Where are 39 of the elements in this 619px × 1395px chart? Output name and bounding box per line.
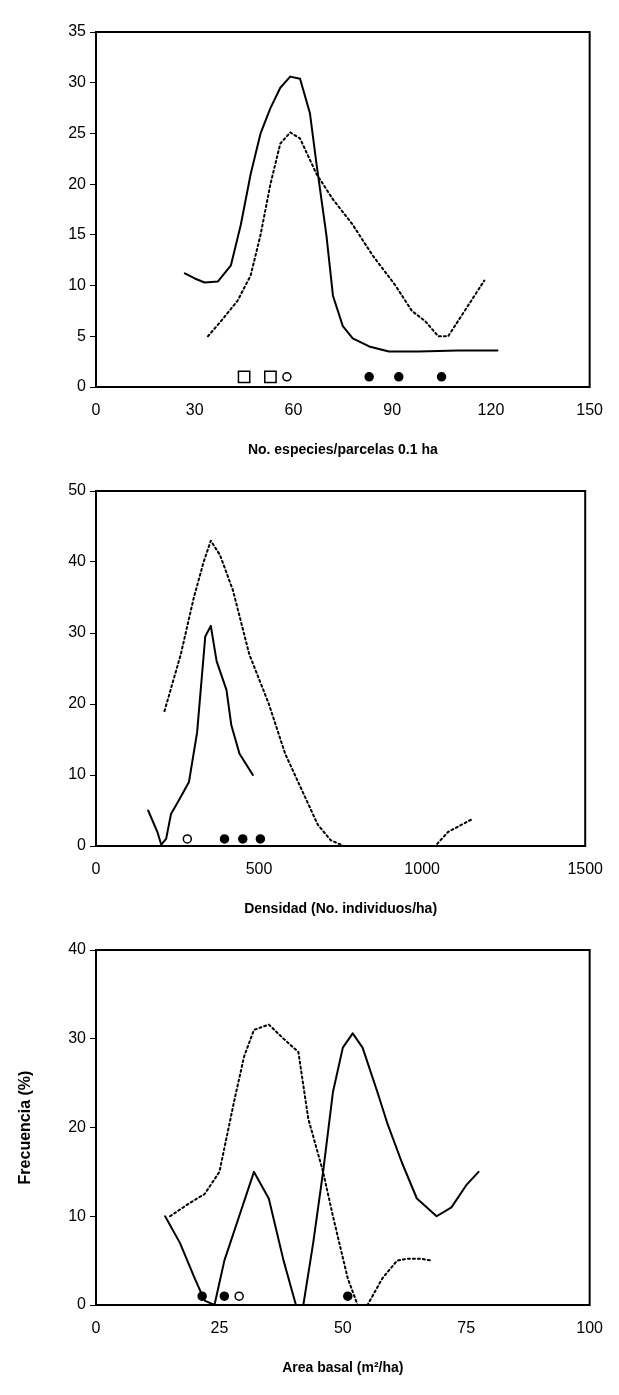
x-tick-label: 150: [576, 401, 604, 419]
x-tick-label: 0: [91, 401, 101, 419]
y-tick-label: 30: [68, 623, 87, 641]
x-tick-label: 90: [383, 401, 402, 419]
y-tick-label: 30: [68, 1029, 87, 1047]
y-tick-label: 10: [68, 765, 87, 783]
x-axis-title: Area basal (m²/ha): [282, 1359, 404, 1376]
x-tick-label: 60: [284, 401, 303, 419]
y-tick-label: 35: [68, 22, 87, 40]
x-tick-label: 1000: [404, 860, 441, 878]
y-tick-label: 30: [68, 73, 87, 91]
y-tick-label: 10: [68, 275, 87, 293]
x-tick-label: 120: [477, 401, 505, 419]
x-tick-label: 50: [333, 1319, 352, 1337]
y-tick-label: 5: [77, 326, 87, 344]
y-tick-label: 10: [68, 1206, 87, 1224]
y-axis-title: Frecuencia (%): [16, 1070, 34, 1185]
x-axis-title: Densidad (No. individuos/ha): [244, 900, 438, 917]
x-tick-label: 0: [91, 1319, 101, 1337]
y-tick-label: 15: [68, 225, 87, 243]
y-tick-label: 20: [68, 174, 87, 192]
y-tick-label: 40: [68, 940, 87, 958]
x-tick-label: 100: [576, 1319, 604, 1337]
x-tick-label: 500: [245, 860, 273, 878]
line-series: [206, 131, 486, 338]
y-tick-label: 0: [77, 377, 87, 395]
y-tick-label: 40: [68, 552, 87, 570]
x-tick-label: 75: [457, 1319, 476, 1337]
y-tick-label: 0: [77, 1295, 87, 1313]
x-tick-label: 25: [210, 1319, 229, 1337]
x-tick-label: 1500: [567, 860, 604, 878]
x-axis-title: No. especies/parcelas 0.1 ha: [247, 441, 438, 458]
y-tick-label: 20: [68, 1117, 87, 1135]
y-tick-label: 0: [77, 836, 87, 854]
y-tick-label: 50: [68, 481, 87, 499]
x-tick-label: 30: [185, 401, 204, 419]
y-tick-label: 25: [68, 123, 87, 141]
y-tick-label: 20: [68, 694, 87, 712]
x-tick-label: 0: [91, 860, 101, 878]
